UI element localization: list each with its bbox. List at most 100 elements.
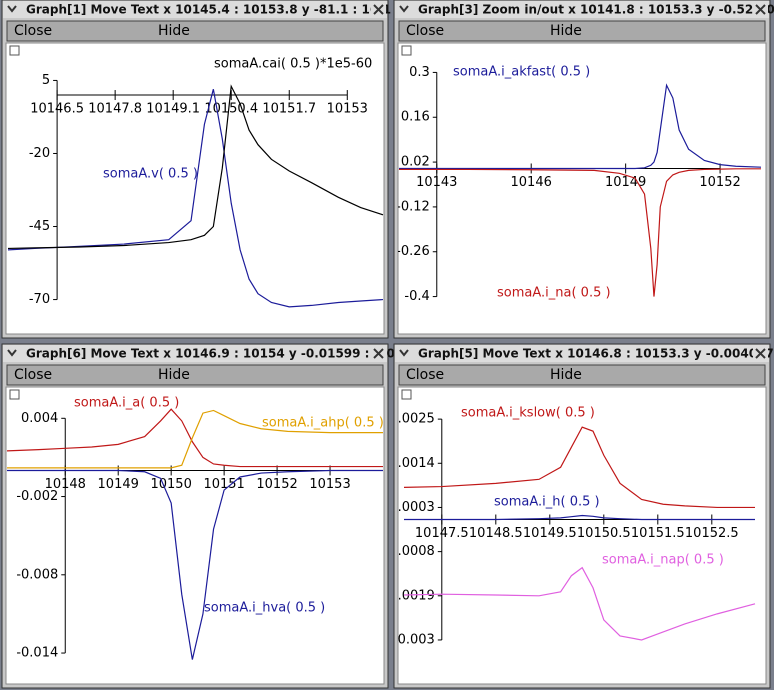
close-button[interactable]: Close	[406, 23, 444, 39]
hide-button[interactable]: Hide	[158, 23, 190, 39]
checkbox[interactable]	[9, 389, 20, 400]
trace	[6, 408, 383, 468]
trace-label: somaA.v( 0.5 )	[103, 167, 198, 182]
trace	[399, 83, 762, 170]
y-tick-label: .0025	[398, 412, 435, 427]
graph-window: Graph[6] Move Text x 10146.9 : 10154 y -…	[1, 343, 403, 689]
x-tick-label: 10150	[150, 477, 191, 492]
x-tick-label: 10152.5	[685, 526, 739, 541]
window-menu-icon[interactable]	[7, 5, 17, 13]
y-tick-label: .0014	[398, 456, 435, 471]
y-tick-label: -0.008	[16, 567, 58, 582]
trace	[403, 426, 755, 509]
x-tick-label: 10151.7	[262, 102, 316, 117]
y-tick-label: .0019	[398, 588, 435, 603]
trace	[7, 409, 383, 469]
y-tick-label: -0.014	[16, 646, 58, 661]
plot-canvas	[5, 386, 385, 685]
trace	[404, 514, 755, 521]
y-tick-label: 0.02	[401, 155, 430, 170]
button-bar	[6, 20, 384, 42]
x-tick-label: 10153	[327, 102, 368, 117]
y-tick-label: 0.3	[409, 65, 430, 80]
button-bar	[6, 364, 384, 386]
x-tick-label: 10146.5	[30, 102, 84, 117]
title-bar	[3, 345, 387, 362]
window-menu-icon[interactable]	[399, 349, 409, 357]
x-tick-label: 10151	[203, 477, 244, 492]
window-title: Graph[6] Move Text x 10146.9 : 10154 y -…	[26, 347, 403, 361]
trace-label: somaA.i_a( 0.5 )	[74, 396, 179, 411]
plot-canvas	[397, 42, 767, 335]
trace-label: somaA.i_na( 0.5 )	[497, 286, 611, 301]
window-close-icon[interactable]	[373, 348, 384, 359]
window-close-icon[interactable]	[373, 4, 384, 15]
plot-canvas	[397, 386, 767, 685]
y-tick-label: .0008	[398, 544, 435, 559]
trace-label: somaA.i_hva( 0.5 )	[204, 601, 325, 616]
trace	[399, 168, 761, 297]
x-tick-label: 10151.5	[631, 526, 685, 541]
window-title: Graph[1] Move Text x 10145.4 : 10153.8 y…	[26, 3, 391, 17]
checkbox[interactable]	[401, 45, 412, 56]
window-menu-icon[interactable]	[7, 349, 17, 357]
graph-window: Graph[1] Move Text x 10145.4 : 10153.8 y…	[1, 0, 391, 339]
x-tick-label: 10153	[309, 477, 350, 492]
plot: 10147.5 10148.5 10149.5 10150.5 10151.5 10152…	[398, 406, 756, 647]
y-tick-label: 0.003	[398, 632, 435, 647]
trace-label: somaA.i_ahp( 0.5 )	[262, 416, 384, 431]
checkbox[interactable]	[401, 389, 412, 400]
window-menu-icon[interactable]	[399, 5, 409, 13]
x-tick-label: 10152	[256, 477, 297, 492]
trace	[7, 89, 384, 308]
plot: 10143 10146 10149 101520.30.160.02-0.12-0.2…	[396, 65, 762, 304]
trace	[403, 566, 756, 641]
hide-button[interactable]: Hide	[550, 23, 582, 39]
x-tick-label: 10147.8	[88, 102, 142, 117]
y-tick-label: -20	[29, 146, 50, 161]
x-tick-label: 10152	[699, 175, 740, 190]
x-tick-label: 10148	[45, 477, 86, 492]
button-bar	[398, 20, 766, 42]
close-button[interactable]: Close	[14, 367, 52, 383]
trace-label: somaA.i_akfast( 0.5 )	[453, 65, 590, 80]
x-tick-label: 10149	[98, 477, 139, 492]
trace-label: somaA.i_nap( 0.5 )	[602, 553, 724, 568]
graph-window: Graph[5] Move Text x 10146.8 : 10153.3 y…	[393, 343, 774, 689]
y-tick-label: -0.26	[396, 244, 430, 259]
trace	[7, 469, 383, 660]
y-tick-label: 0.16	[401, 110, 430, 125]
x-tick-label: 10143	[416, 175, 457, 190]
button-bar	[398, 364, 766, 386]
x-tick-label: 10149.1	[146, 102, 200, 117]
plot: 10146.5 10147.8 10149.1 10150.4 10151.7 10153…	[7, 57, 384, 308]
y-tick-label: -0.12	[396, 199, 430, 214]
window-title: Graph[5] Move Text x 10146.8 : 10153.3 y…	[418, 347, 774, 361]
x-tick-label: 10149.5	[523, 526, 577, 541]
graph-window: Graph[3] Zoom in/out x 10141.8 : 10153.3…	[393, 0, 774, 339]
checkbox[interactable]	[9, 45, 20, 56]
trace-label: somaA.i_h( 0.5 )	[494, 495, 600, 510]
x-tick-label: 10150.4	[204, 102, 258, 117]
close-button[interactable]: Close	[14, 23, 52, 39]
x-tick-label: 10146	[511, 175, 552, 190]
title-bar	[395, 345, 769, 362]
y-tick-label: -0.002	[16, 489, 58, 504]
trace-label: somaA.i_kslow( 0.5 )	[461, 406, 595, 421]
x-tick-label: 10147.5	[415, 526, 469, 541]
x-tick-label: 10148.5	[469, 526, 523, 541]
y-tick-label: -45	[29, 219, 50, 234]
trace	[7, 84, 384, 250]
window-close-icon[interactable]	[755, 4, 766, 15]
window-title: Graph[3] Zoom in/out x 10141.8 : 10153.3…	[418, 3, 774, 17]
hide-button[interactable]: Hide	[158, 367, 190, 383]
y-tick-label: .0003	[398, 500, 435, 515]
title-bar	[395, 1, 769, 18]
y-tick-label: 0.004	[21, 411, 58, 426]
x-tick-label: 10150.5	[577, 526, 631, 541]
trace-label: somaA.cai( 0.5 )*1e5-60	[214, 57, 372, 72]
hide-button[interactable]: Hide	[550, 367, 582, 383]
window-close-icon[interactable]	[755, 348, 766, 359]
close-button[interactable]: Close	[406, 367, 444, 383]
